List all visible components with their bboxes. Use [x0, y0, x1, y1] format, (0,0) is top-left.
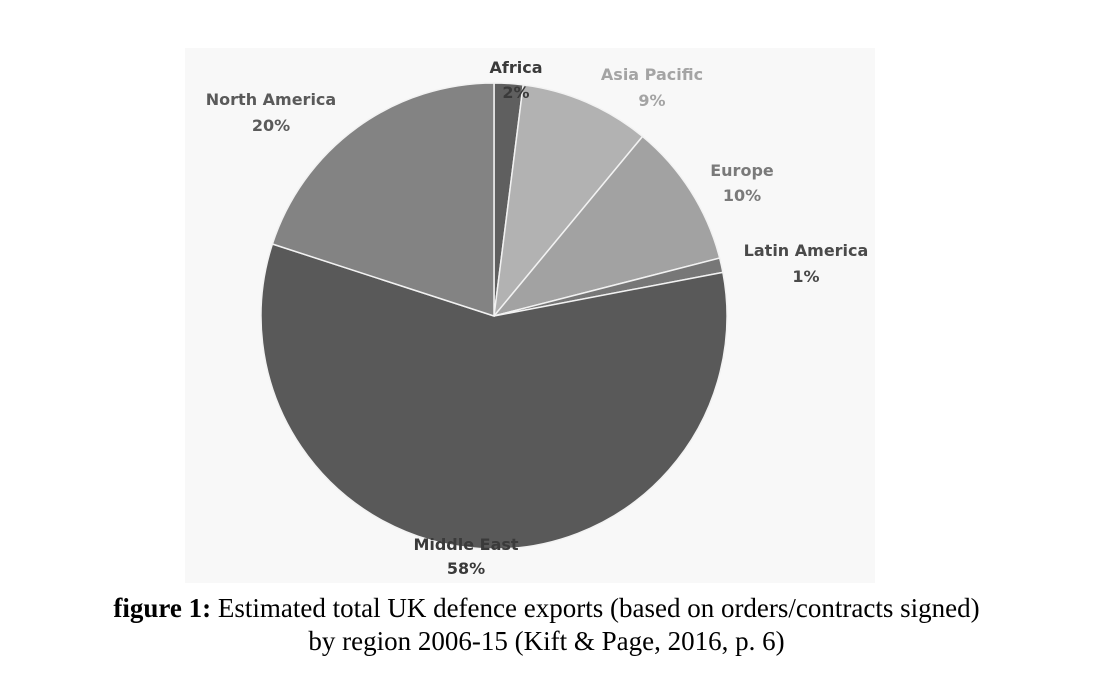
pie-slice-middle-east	[260, 243, 728, 550]
pie-slices	[260, 82, 728, 550]
slice-label-asia-pacific: Asia Pacific	[601, 65, 703, 84]
caption-text: Estimated total UK defence exports (base…	[211, 593, 980, 623]
slice-value-asia-pacific: 9%	[638, 91, 665, 110]
slice-value-latin-america: 1%	[792, 267, 819, 286]
caption-figure-label: figure 1:	[113, 593, 212, 623]
slice-value-north-america: 20%	[252, 116, 290, 135]
figure-caption: figure 1: Estimated total UK defence exp…	[0, 592, 1093, 658]
pie-slice-asia-pacific	[492, 83, 644, 319]
slice-value-middle-east: 58%	[447, 559, 485, 578]
slice-label-africa: Africa	[490, 58, 543, 77]
slice-label-latin-america: Latin America	[744, 241, 869, 260]
slice-value-europe: 10%	[723, 186, 761, 205]
slice-label-europe: Europe	[710, 161, 774, 180]
pie-slice-north-america	[271, 82, 495, 318]
slice-value-africa: 2%	[502, 83, 529, 102]
pie-slice-europe	[491, 135, 721, 318]
caption-line-2: by region 2006-15 (Kift & Page, 2016, p.…	[308, 626, 785, 656]
slice-label-middle-east: Middle East	[413, 535, 518, 554]
pie-labels: Africa 2% Asia Pacific 9% Europe 10% Latin Ame…	[206, 58, 869, 578]
slice-label-north-america: North America	[206, 90, 336, 109]
